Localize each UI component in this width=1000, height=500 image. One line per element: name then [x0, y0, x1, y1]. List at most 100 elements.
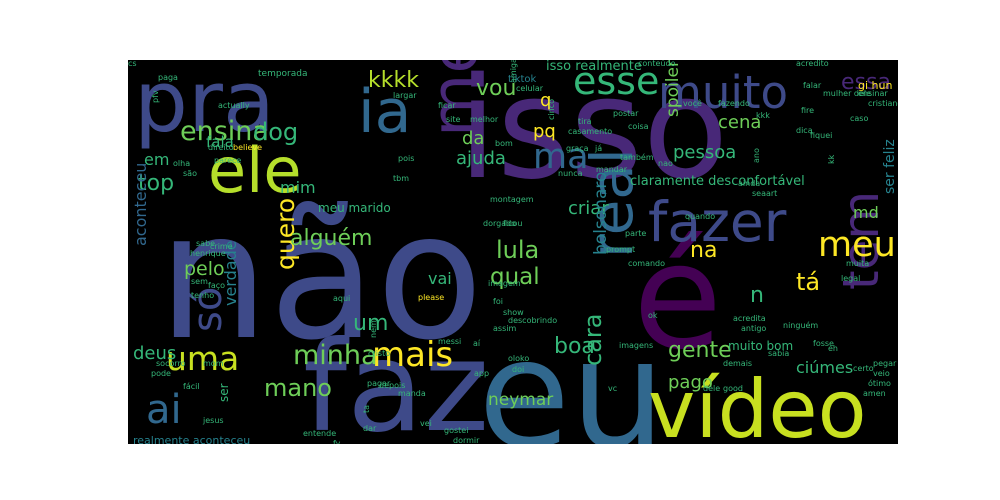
- cloud-word: pelo: [184, 258, 225, 280]
- cloud-word: pra: [134, 60, 275, 152]
- cloud-word: ciúmes: [796, 358, 854, 377]
- cloud-word: postar: [613, 109, 639, 118]
- cloud-word: um: [353, 311, 389, 336]
- cloud-word: acredito: [796, 60, 829, 68]
- cloud-word: ano: [752, 148, 761, 163]
- cloud-word: mandar: [596, 165, 628, 174]
- cloud-word: uma: [166, 339, 240, 378]
- cloud-word: realmente aconteceu: [133, 434, 251, 444]
- cloud-word: descobrindo: [508, 316, 558, 325]
- cloud-word: pois: [398, 154, 415, 163]
- cloud-word: fiquei: [810, 131, 833, 140]
- cloud-word: alguém: [290, 226, 373, 251]
- cloud-word: neymar: [488, 390, 554, 410]
- cloud-word: imagens: [619, 341, 654, 350]
- cloud-word: tbm: [393, 174, 410, 183]
- cloud-word: fy: [333, 439, 341, 445]
- cloud-word: lula: [496, 236, 540, 264]
- cloud-word: melhor: [470, 115, 499, 124]
- cloud-word: conteúdo: [638, 60, 676, 68]
- cloud-word: da: [462, 128, 485, 149]
- cloud-word: comando: [628, 259, 666, 268]
- cloud-word: parte: [625, 229, 647, 238]
- cloud-word: mom: [203, 359, 224, 368]
- cloud-word: depois: [379, 381, 406, 390]
- cloud-word: ajuda: [456, 148, 506, 169]
- cloud-word: app: [474, 369, 490, 378]
- cloud-word: vai: [428, 269, 452, 288]
- cloud-word: dog: [253, 118, 299, 146]
- cloud-word: amiga: [509, 60, 518, 83]
- cloud-word: assim: [493, 324, 517, 333]
- cloud-word: dica: [796, 126, 813, 135]
- cloud-word: ainda: [738, 179, 761, 188]
- cloud-word: paga: [158, 73, 178, 82]
- cloud-word: gi hun: [858, 79, 893, 92]
- cloud-word: demais: [723, 359, 753, 368]
- cloud-word: largar: [393, 91, 417, 100]
- cloud-word: ninguém: [783, 321, 819, 330]
- cloud-word: fazendo: [718, 99, 750, 108]
- cloud-word: fala: [206, 133, 234, 151]
- cloud-word: boa: [554, 334, 595, 359]
- cloud-word: temporada: [258, 69, 308, 79]
- cloud-word: foi: [493, 297, 503, 306]
- cloud-word: prompt: [606, 245, 636, 254]
- cloud-word: nunca: [558, 169, 583, 178]
- cloud-word: ma: [533, 137, 589, 177]
- cloud-word: eu: [478, 308, 666, 444]
- cloud-word: spoiler: [663, 60, 683, 117]
- cloud-word: good: [723, 384, 743, 393]
- cloud-word: cena: [718, 112, 762, 133]
- cloud-word: believe: [233, 143, 263, 152]
- word-cloud: nãoissofazeuépravídeofazerelemesmomuitor…: [128, 60, 898, 444]
- cloud-word: cristiano: [868, 99, 898, 108]
- cloud-word: mulher dele: [823, 89, 872, 98]
- cloud-word: bom: [495, 139, 513, 148]
- cloud-word: actually: [218, 101, 250, 110]
- cloud-word: são: [183, 169, 197, 178]
- cloud-word: claramente desconfortável: [630, 174, 805, 189]
- cloud-word: esse: [573, 60, 660, 103]
- cloud-word: tenho: [191, 291, 215, 300]
- cloud-word: sem: [191, 277, 208, 286]
- cloud-word: pessoa: [673, 142, 737, 163]
- cloud-word: gente: [668, 338, 732, 363]
- cloud-word: certo: [853, 364, 874, 373]
- cloud-word: fácil: [183, 382, 200, 391]
- cloud-word: imagem: [488, 279, 521, 288]
- cloud-word: q: [540, 90, 552, 111]
- cloud-word: também: [620, 153, 654, 162]
- cloud-word: cs: [128, 60, 137, 68]
- cloud-word: celular: [516, 84, 544, 93]
- cloud-word: graça: [566, 144, 589, 153]
- cloud-word: socorro: [156, 359, 186, 368]
- cloud-word: mano: [264, 374, 332, 402]
- cloud-word: gostei: [444, 426, 469, 435]
- cloud-word: fosse: [813, 339, 834, 348]
- cloud-word: tira: [578, 117, 592, 126]
- cloud-word: ótimo: [868, 379, 891, 388]
- cloud-word: parece: [214, 156, 242, 165]
- cloud-word: aí: [473, 339, 481, 348]
- cloud-word: kk: [827, 154, 836, 164]
- cloud-word: n: [750, 283, 764, 308]
- cloud-word: meu: [818, 225, 896, 265]
- cloud-word: ta: [362, 404, 371, 413]
- cloud-word: meu marido: [318, 201, 391, 215]
- cloud-word: muita: [846, 259, 870, 268]
- cloud-word: md: [853, 203, 879, 222]
- cloud-word: tá: [796, 268, 821, 296]
- cloud-word: na: [690, 238, 718, 263]
- cloud-word: dele: [703, 384, 721, 393]
- cloud-word: deus: [133, 343, 177, 364]
- cloud-word: seaart: [752, 189, 778, 198]
- cloud-word: mim: [280, 178, 316, 197]
- cloud-word: ser feliz: [882, 139, 898, 194]
- cloud-word: legal: [841, 274, 861, 283]
- cloud-word: top: [138, 171, 175, 196]
- cloud-word: qual: [490, 264, 540, 290]
- cloud-word: falar: [803, 81, 822, 90]
- cloud-word: entende: [303, 429, 337, 438]
- cloud-word: dar: [363, 424, 377, 433]
